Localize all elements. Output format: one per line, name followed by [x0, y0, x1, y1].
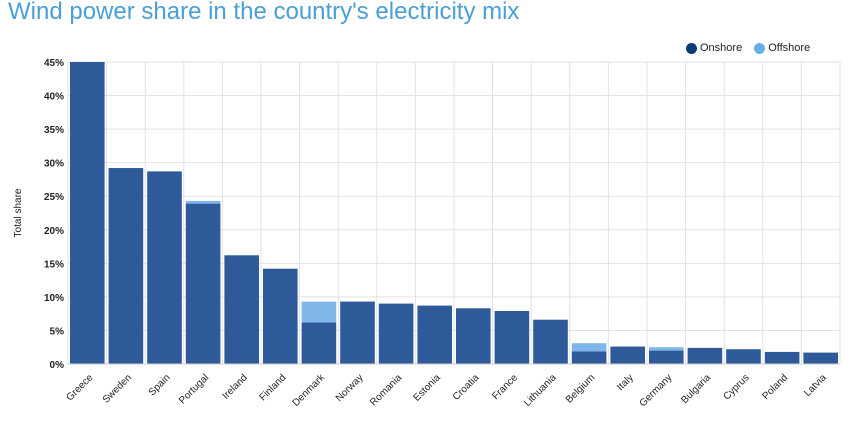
bar-onshore-france	[494, 310, 530, 364]
x-tick-label: Lithuania	[522, 372, 559, 409]
legend: Onshore Offshore	[686, 42, 822, 54]
y-tick-label: 25%	[44, 192, 64, 203]
legend-label-offshore: Offshore	[768, 42, 811, 54]
y-tick-label: 15%	[44, 259, 64, 270]
x-tick-label: Germany	[638, 372, 675, 409]
bar-onshore-lithuania	[533, 319, 568, 364]
x-tick-label: Latvia	[802, 372, 829, 399]
bar-onshore-bulgaria	[687, 347, 723, 364]
x-tick-label: Bulgaria	[679, 372, 713, 406]
bar-offshore-portugal	[185, 200, 221, 204]
bar-onshore-portugal	[185, 203, 221, 364]
x-tick-label: Estonia	[411, 372, 443, 404]
y-tick-label: 30%	[44, 159, 64, 170]
x-tick-label: Spain	[147, 372, 173, 398]
bar-onshore-latvia	[803, 352, 838, 364]
bar-offshore-belgium	[571, 343, 607, 352]
bar-onshore-germany	[649, 350, 684, 364]
x-tick-label: Poland	[760, 372, 790, 402]
legend-label-onshore: Onshore	[700, 42, 743, 54]
bar-onshore-denmark	[301, 322, 337, 364]
bar-onshore-finland	[263, 268, 298, 364]
y-tick-label: 0%	[50, 360, 65, 371]
x-tick-label: Italy	[615, 372, 636, 393]
bar-onshore-greece	[70, 62, 105, 364]
y-axis-label: Total share	[13, 188, 24, 237]
bar-onshore-spain	[147, 171, 182, 364]
bar-onshore-belgium	[571, 351, 607, 364]
y-tick-label: 45%	[44, 58, 64, 69]
x-tick-label: Croatia	[451, 372, 482, 403]
y-tick-label: 20%	[44, 226, 64, 237]
bar-onshore-croatia	[456, 308, 491, 364]
legend-swatch-onshore	[686, 42, 697, 54]
legend-swatch-offshore	[754, 42, 766, 54]
x-tick-label: France	[490, 372, 520, 402]
bar-offshore-germany	[649, 347, 684, 351]
x-tick-label: Romania	[368, 372, 404, 408]
bar-onshore-sweden	[108, 168, 144, 364]
x-tick-label: Greece	[64, 372, 95, 403]
chart-title: Wind power share in the country's electr…	[8, 0, 520, 25]
x-tick-label: Portugal	[177, 372, 211, 406]
bar-onshore-norway	[340, 301, 375, 364]
y-tick-label: 35%	[44, 125, 64, 136]
y-tick-label: 40%	[44, 92, 64, 103]
legend-item-offshore[interactable]: Offshore	[754, 42, 810, 54]
x-tick-label: Ireland	[220, 372, 249, 401]
bar-onshore-italy	[610, 346, 645, 364]
bar-onshore-cyprus	[726, 349, 761, 364]
x-tick-label: Cyprus	[721, 372, 751, 402]
x-tick-label: Norway	[334, 372, 366, 404]
x-tick-label: Belgium	[564, 372, 597, 405]
bar-onshore-ireland	[224, 255, 259, 364]
bar-onshore-poland	[764, 351, 800, 364]
bar-offshore-denmark	[301, 301, 337, 323]
bar-onshore-romania	[378, 303, 414, 364]
y-tick-label: 5%	[50, 326, 65, 337]
x-tick-label: Sweden	[101, 372, 134, 405]
legend-item-onshore[interactable]: Onshore	[686, 42, 742, 54]
x-tick-label: Finland	[257, 372, 288, 403]
bar-onshore-estonia	[417, 305, 452, 364]
x-tick-label: Denmark	[291, 372, 328, 409]
y-tick-label: 10%	[44, 293, 64, 304]
